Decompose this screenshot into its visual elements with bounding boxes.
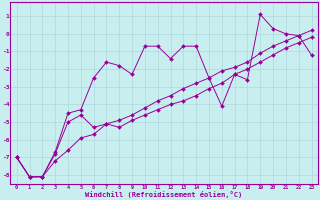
X-axis label: Windchill (Refroidissement éolien,°C): Windchill (Refroidissement éolien,°C) [85,191,243,198]
